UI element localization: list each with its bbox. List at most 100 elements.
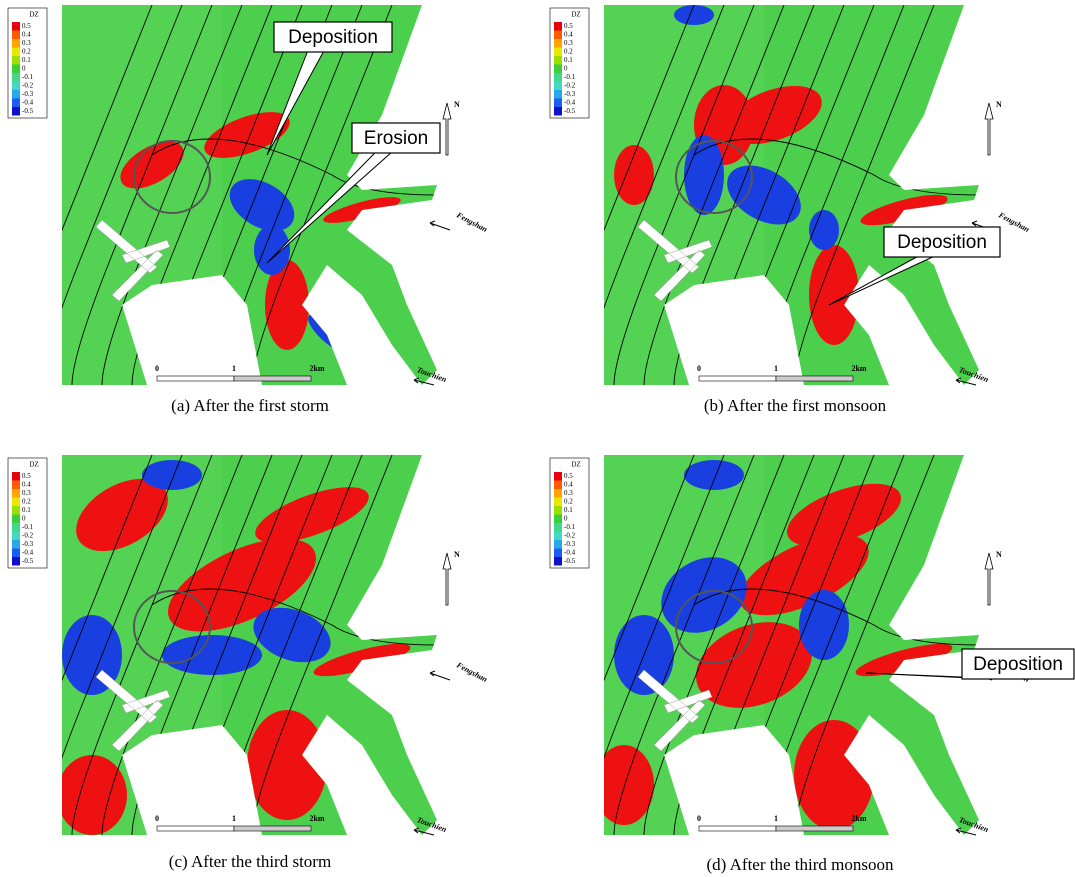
map-panel: DZ0.50.40.30.20.10-0.1-0.2-0.3-0.4-0.5NF… [550,455,1074,835]
legend-label: -0.1 [22,523,34,531]
legend-swatch [12,90,20,99]
scale-label: 1 [774,364,778,373]
scale-label: 2km [851,364,866,373]
legend-label: -0.2 [564,532,576,540]
legend-swatch [554,506,562,515]
legend-label: 0.5 [564,472,573,480]
legend-swatch [554,489,562,498]
legend-label: -0.5 [22,107,34,115]
legend-label: 0.4 [22,481,31,489]
legend-swatch [554,73,562,82]
legend-label: -0.5 [564,107,576,115]
legend-label: 0.2 [22,48,31,56]
legend-label: -0.5 [564,557,576,565]
annotation-label: Erosion [364,128,428,149]
legend-swatch [554,523,562,532]
north-label: N [454,100,460,109]
legend-label: 0.3 [22,489,31,497]
scale-bar [699,376,776,381]
legend-label: 0.2 [564,498,573,506]
legend-swatch [12,39,20,48]
legend-swatch [12,489,20,498]
north-arrow [443,103,451,155]
legend-swatch [12,515,20,524]
legend-swatch [12,540,20,549]
legend-swatch [12,549,20,558]
legend-label: 0.2 [564,48,573,56]
legend-label: 0.4 [564,481,573,489]
panel-caption: (a) After the first storm [171,396,329,415]
legend-swatch [554,498,562,507]
legend-label: -0.4 [22,99,34,107]
scale-label: 1 [774,814,778,823]
legend-label: -0.2 [22,532,34,540]
legend-title: DZ [29,11,38,19]
legend-swatch [12,532,20,541]
map-panel: DZ0.50.40.30.20.10-0.1-0.2-0.3-0.4-0.5NF… [8,455,489,835]
deposition-area [594,745,654,825]
legend: DZ0.50.40.30.20.10-0.1-0.2-0.3-0.4-0.5 [550,458,589,568]
legend-swatch [554,65,562,74]
legend-label: -0.4 [22,549,34,557]
legend-label: -0.1 [564,523,576,531]
river-arrow [430,671,450,680]
map-panel: DZ0.50.40.30.20.10-0.1-0.2-0.3-0.4-0.5NF… [550,5,1031,385]
legend-label: -0.2 [564,82,576,90]
legend-swatch [554,557,562,566]
erosion-area [809,210,839,250]
legend-label: -0.3 [564,90,576,98]
legend-swatch [554,31,562,40]
annotation-label: Deposition [288,27,378,48]
legend-title: DZ [571,461,580,469]
legend-swatch [12,56,20,65]
legend-label: 0.1 [564,506,573,514]
legend-label: 0.5 [22,22,31,30]
map-panel: DZ0.50.40.30.20.10-0.1-0.2-0.3-0.4-0.5NF… [8,5,489,385]
legend-label: 0 [22,65,26,73]
scale-label: 0 [155,364,159,373]
legend-swatch [554,99,562,108]
legend-label: -0.5 [22,557,34,565]
legend-swatch [12,99,20,108]
legend-label: -0.2 [22,82,34,90]
scale-bar [157,376,234,381]
erosion-area [142,460,202,490]
legend-swatch [12,472,20,481]
legend-swatch [12,48,20,57]
scale-bar [776,826,853,831]
legend-label: 0 [564,65,568,73]
scale-label: 1 [232,364,236,373]
erosion-area [162,635,262,675]
legend-swatch [554,90,562,99]
legend-swatch [12,523,20,532]
legend-swatch [554,549,562,558]
panel-caption: (c) After the third storm [169,852,331,871]
river-label: Fengshan [454,660,489,684]
river-arrow [430,221,450,230]
scale-label: 2km [851,814,866,823]
legend-swatch [554,540,562,549]
legend-label: 0.4 [22,31,31,39]
legend-swatch [12,82,20,91]
north-arrow [985,103,993,155]
legend-label: 0.3 [564,489,573,497]
scale-bar [234,376,311,381]
legend-swatch [554,82,562,91]
legend: DZ0.50.40.30.20.10-0.1-0.2-0.3-0.4-0.5 [8,8,47,118]
legend-label: 0.5 [22,472,31,480]
legend-swatch [12,22,20,31]
legend-label: 0 [22,515,26,523]
annotation-label: Deposition [973,654,1063,675]
erosion-area [684,460,744,490]
river-label: Fengshan [996,210,1031,234]
legend-label: 0.1 [564,56,573,64]
scale-bar [699,826,776,831]
north-arrow [985,553,993,605]
scale-label: 0 [697,364,701,373]
legend-swatch [12,506,20,515]
legend-label: 0 [564,515,568,523]
legend-label: -0.3 [22,90,34,98]
legend-swatch [554,39,562,48]
legend-title: DZ [571,11,580,19]
figure: DZ0.50.40.30.20.10-0.1-0.2-0.3-0.4-0.5NF… [0,0,1075,877]
